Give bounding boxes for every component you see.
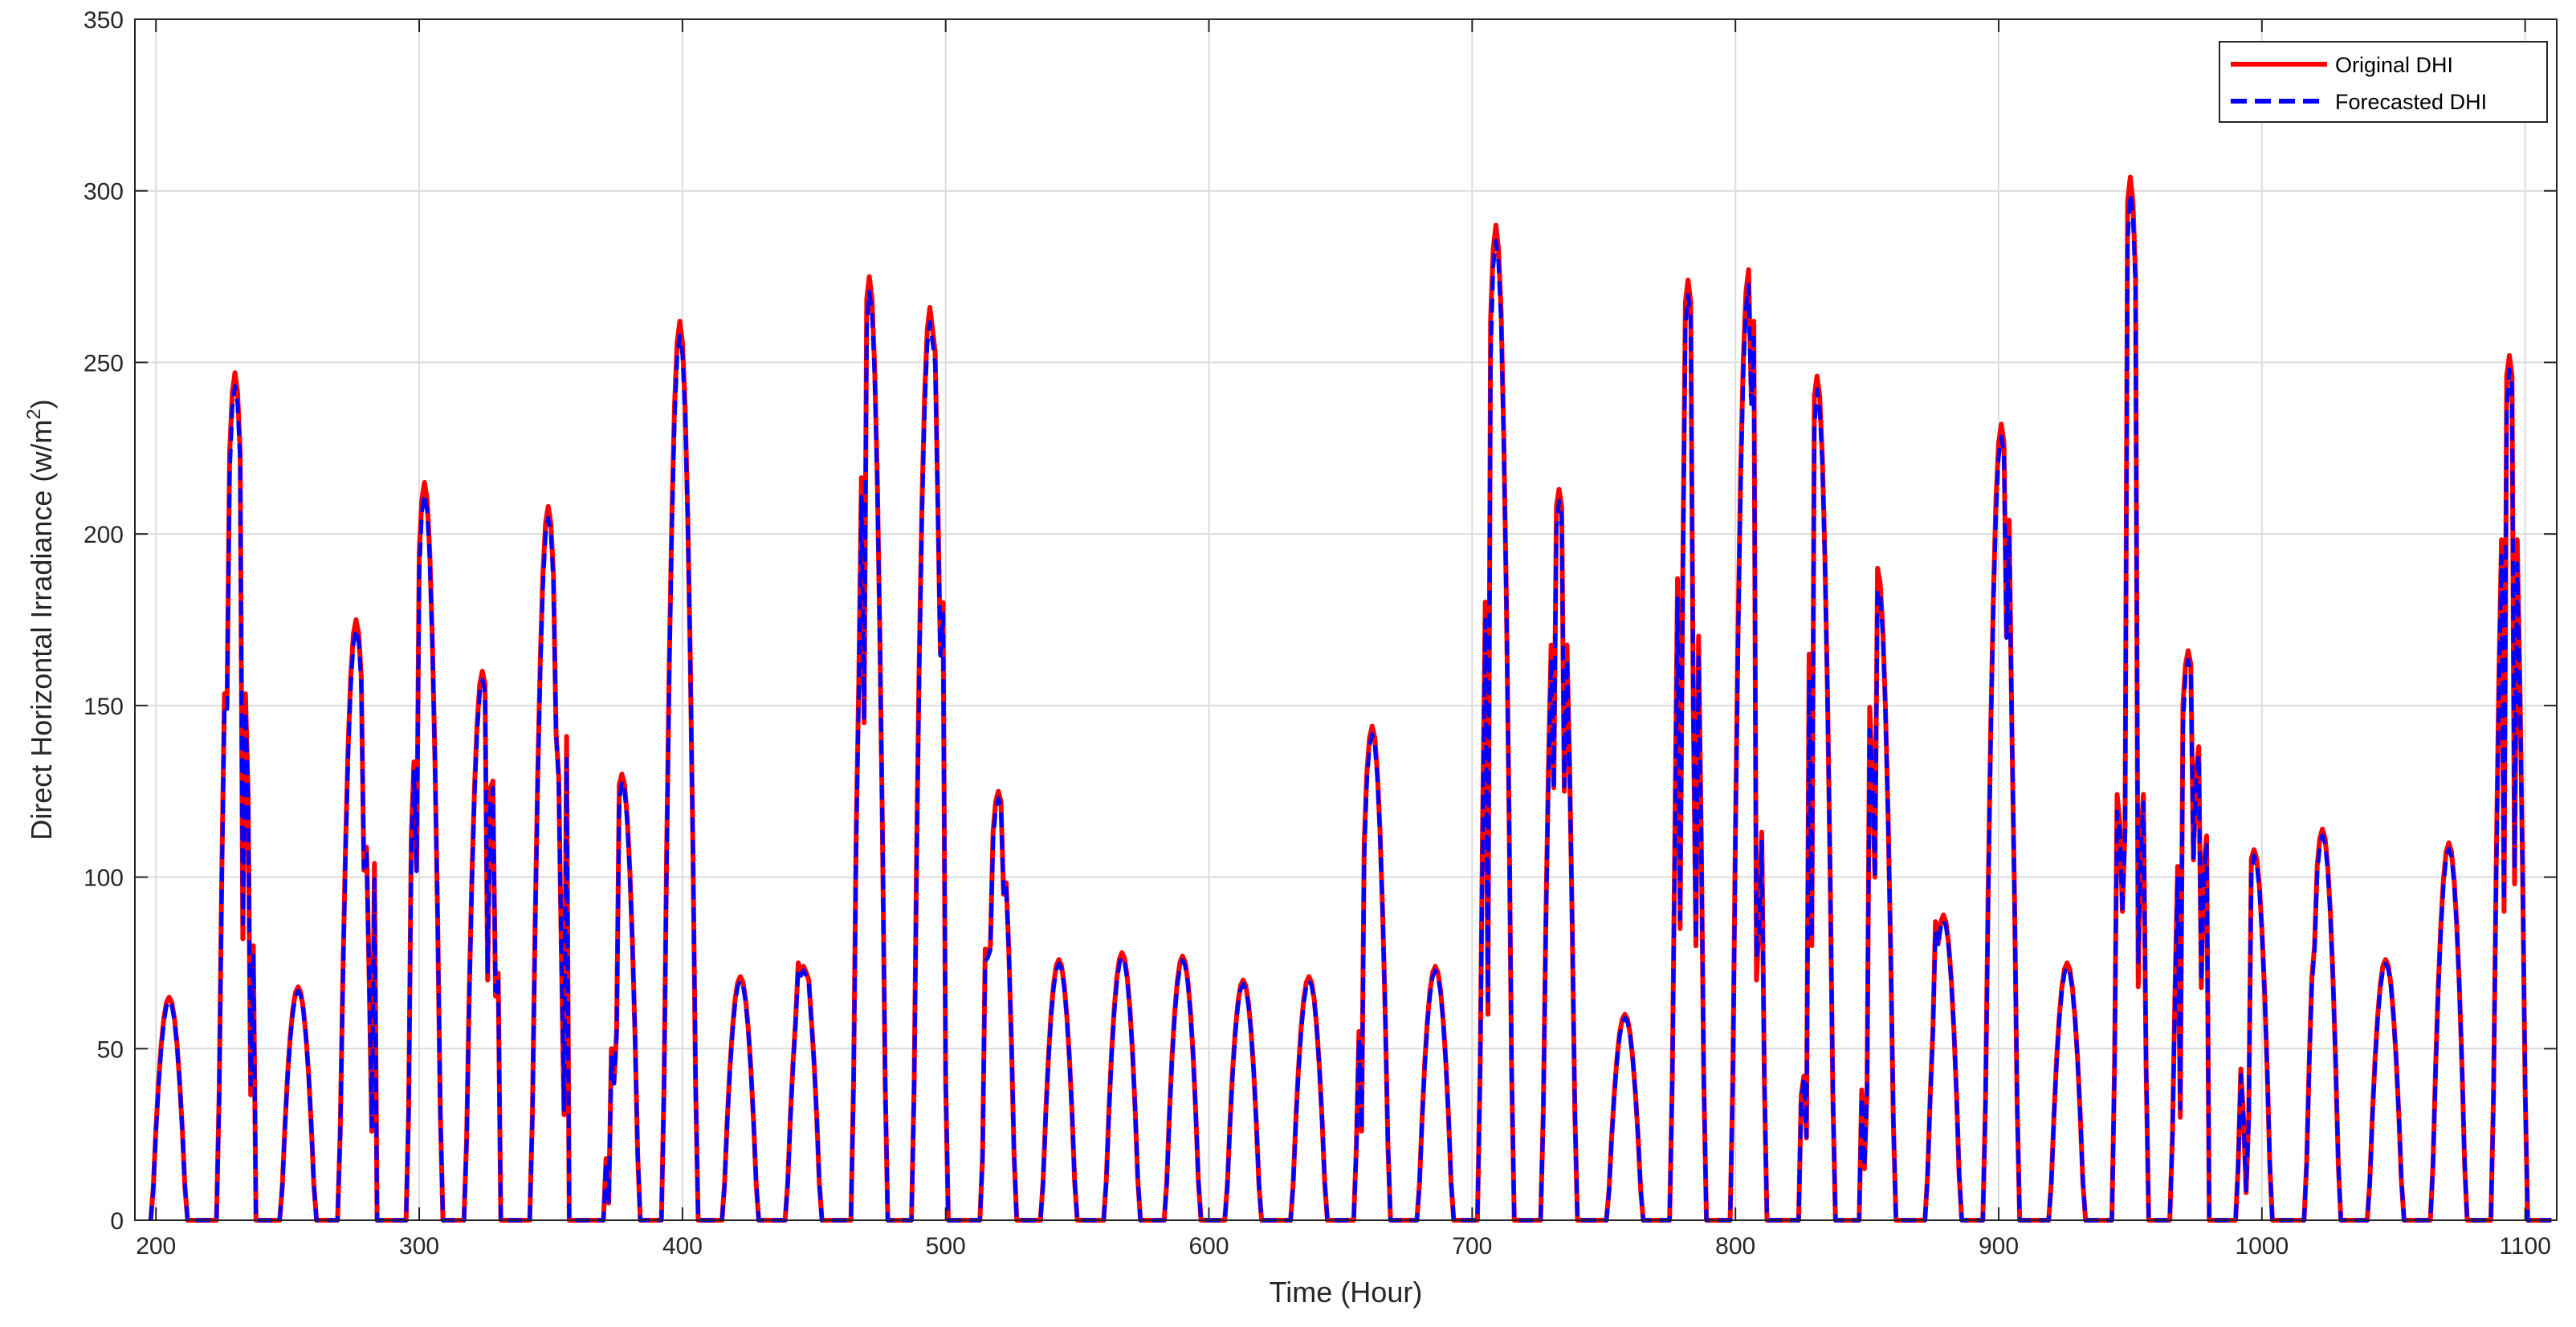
legend-box xyxy=(2219,41,2548,123)
x-tick-label: 400 xyxy=(662,1233,703,1260)
x-tick-label: 600 xyxy=(1188,1233,1229,1260)
plot-frame xyxy=(134,18,2558,1221)
y-tick-label: 350 xyxy=(84,7,124,34)
plot-area xyxy=(135,19,2557,1220)
x-axis-label: Time (Hour) xyxy=(1270,1276,1423,1309)
axis-ticks xyxy=(135,18,2557,1221)
y-tick-label: 300 xyxy=(84,179,124,206)
legend: Original DHI Forecasted DHI xyxy=(2219,41,2548,123)
tick-labels: 200 300 400 500 600 700 800 900 1000 1100 0 50 100 15… xyxy=(84,7,2551,1260)
y-axis-label: Direct Horizontal Irradiance (w/m2) xyxy=(23,399,58,841)
y-tick-label: 200 xyxy=(84,522,124,548)
x-tick-label: 800 xyxy=(1715,1233,1755,1260)
x-tick-label: 1000 xyxy=(2235,1233,2289,1260)
y-axis-label-tail: ) xyxy=(25,399,58,409)
y-axis-label-superscript: 2 xyxy=(23,409,45,419)
x-tick-label: 1100 xyxy=(2499,1233,2551,1260)
x-tick-label: 700 xyxy=(1452,1233,1492,1260)
x-tick-label: 500 xyxy=(926,1233,966,1260)
legend-original-label: Original DHI xyxy=(2335,53,2453,77)
y-tick-label: 250 xyxy=(84,350,124,377)
y-tick-label: 150 xyxy=(84,694,124,720)
y-tick-label: 0 xyxy=(110,1208,124,1235)
y-tick-label: 100 xyxy=(84,865,124,892)
legend-forecast-label: Forecasted DHI xyxy=(2335,90,2487,114)
x-tick-label: 300 xyxy=(399,1233,439,1260)
y-axis-label-main: Direct Horizontal Irradiance (w/m xyxy=(25,420,58,841)
y-tick-label: 50 xyxy=(97,1036,124,1063)
x-tick-label: 200 xyxy=(136,1233,176,1260)
x-tick-label: 900 xyxy=(1979,1233,2019,1260)
